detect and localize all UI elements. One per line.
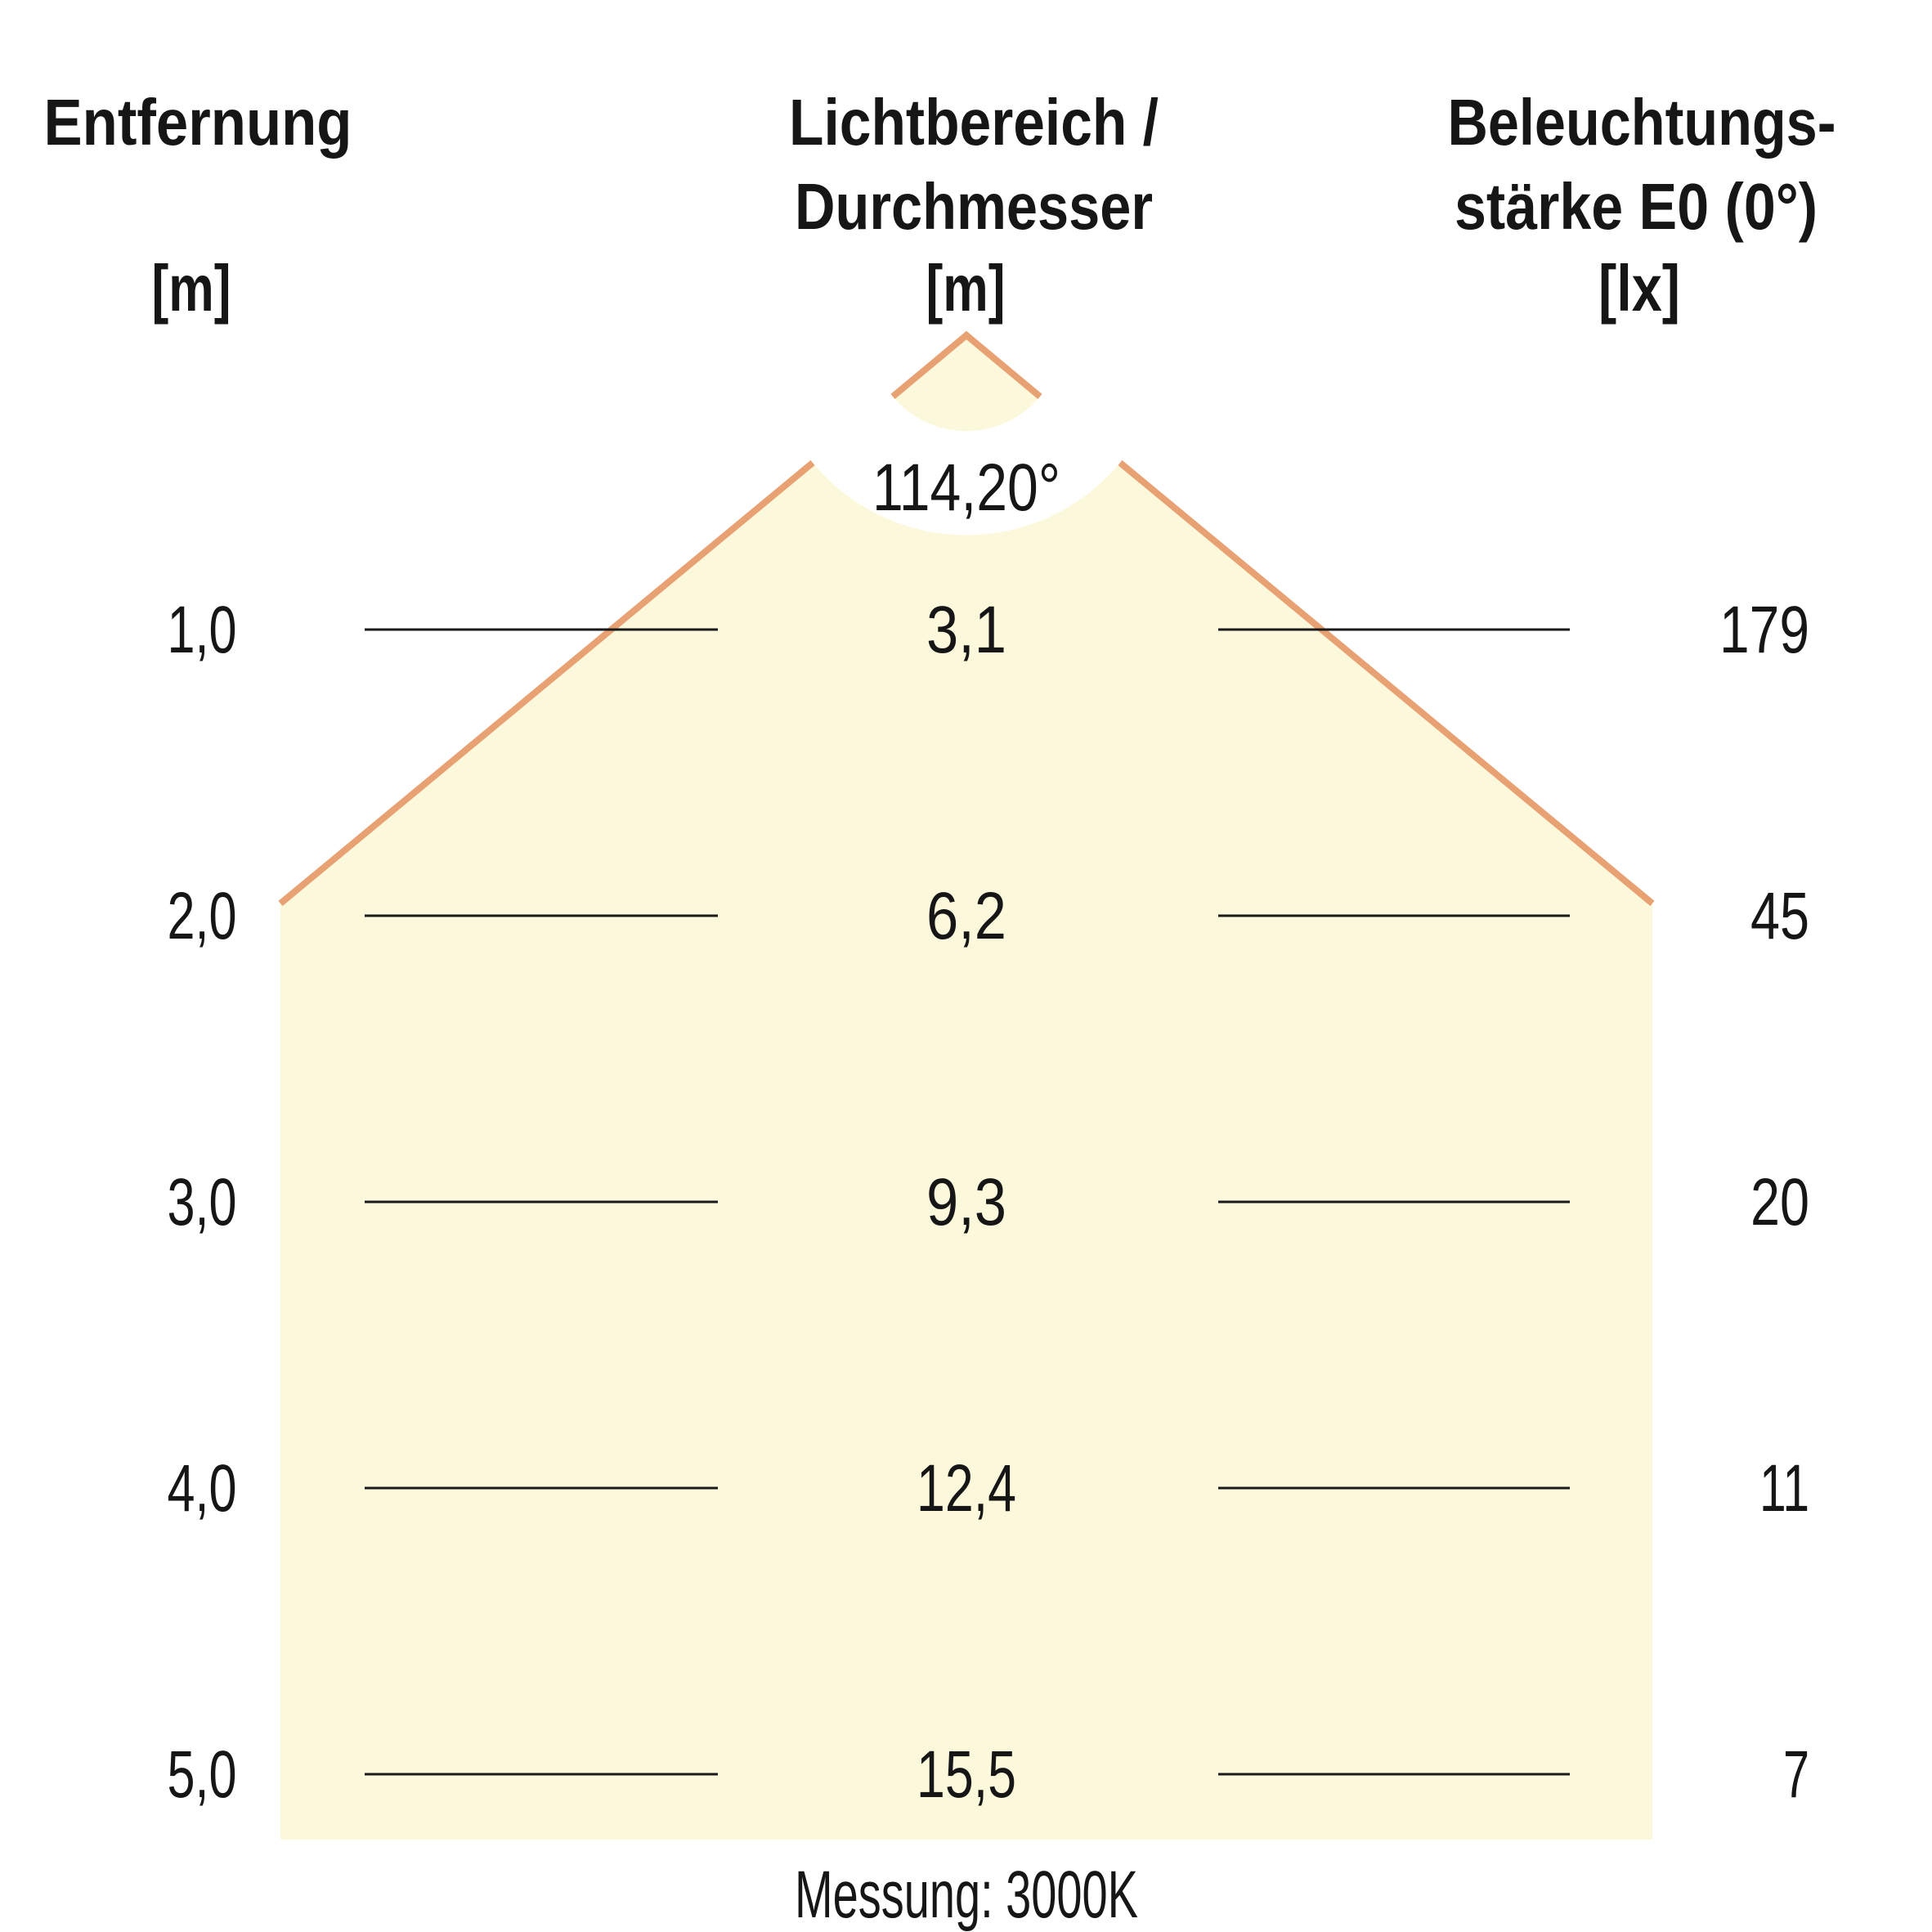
apex-wedge-edge (890, 330, 1042, 400)
row5-distance: 5,0 (168, 1737, 237, 1812)
row2-illuminance: 45 (1750, 879, 1809, 953)
row1-illuminance: 179 (1719, 593, 1809, 667)
cone-edge-right (1118, 459, 1655, 907)
header-illuminance-unit: [lx] (1598, 252, 1680, 325)
row5-diameter: 15,5 (917, 1737, 1016, 1812)
beam-angle-label: 114,20° (872, 451, 1060, 525)
row3-illuminance: 20 (1750, 1165, 1809, 1239)
header-lightarea-title-line1: Lichtbereich / (789, 86, 1159, 159)
row3-distance: 3,0 (168, 1165, 237, 1239)
row5-illuminance: 7 (1783, 1737, 1809, 1812)
cone-edge-left (278, 459, 815, 907)
row3-diameter: 9,3 (926, 1165, 1006, 1239)
measurement-note: Messung: 3000K (795, 1858, 1138, 1932)
row4-illuminance: 11 (1759, 1451, 1809, 1526)
row1-diameter: 3,1 (926, 593, 1006, 667)
row1-distance: 1,0 (168, 593, 237, 667)
header-lightarea-unit: [m] (926, 252, 1006, 325)
header-illuminance-title-line1: Beleuchtungs- (1448, 86, 1836, 159)
header-distance-title: Entfernung (44, 86, 352, 159)
row4-distance: 4,0 (168, 1451, 237, 1526)
row4-diameter: 12,4 (917, 1451, 1016, 1526)
header-lightarea-title-line2: Durchmesser (795, 170, 1153, 243)
header-distance-unit: [m] (152, 252, 231, 325)
light-cone-body (280, 463, 1652, 1840)
header-illuminance-title-line2: stärke E0 (0°) (1455, 170, 1818, 243)
apex-wedge (893, 335, 1040, 432)
row2-distance: 2,0 (168, 879, 237, 953)
row2-diameter: 6,2 (926, 879, 1006, 953)
